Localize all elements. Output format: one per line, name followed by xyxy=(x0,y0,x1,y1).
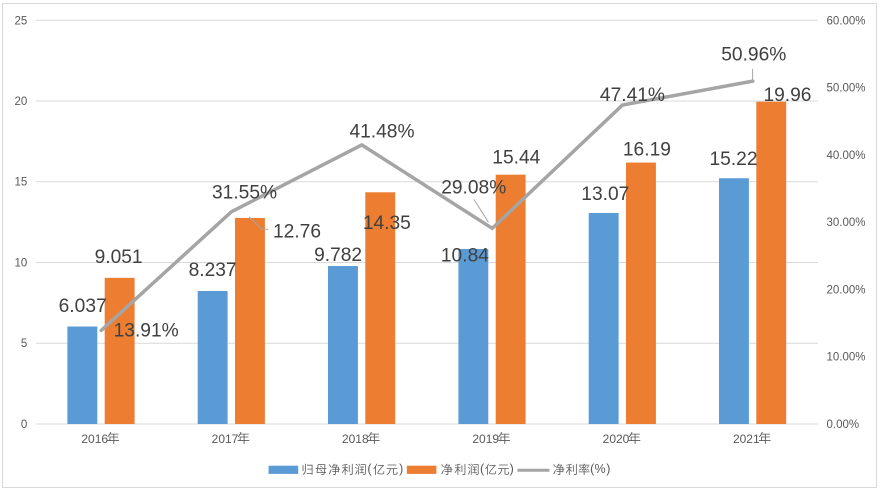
svg-text:10: 10 xyxy=(15,257,28,269)
svg-text:19.96: 19.96 xyxy=(763,85,811,106)
svg-text:2016: 2016 xyxy=(81,432,108,446)
svg-text:12.76: 12.76 xyxy=(273,222,321,243)
svg-text:20.00%: 20.00% xyxy=(827,284,866,296)
svg-text:41.48%: 41.48% xyxy=(349,122,414,143)
svg-text:0.00%: 0.00% xyxy=(827,419,860,431)
svg-text:47.41%: 47.41% xyxy=(600,85,665,106)
svg-text:13.91%: 13.91% xyxy=(114,321,179,342)
svg-text:20: 20 xyxy=(15,96,28,108)
svg-text:9.782: 9.782 xyxy=(314,245,362,266)
svg-text:15: 15 xyxy=(15,177,28,189)
svg-text:2019: 2019 xyxy=(472,432,499,446)
svg-text:6.037: 6.037 xyxy=(59,296,107,317)
svg-text:): ) xyxy=(606,462,610,476)
svg-text:60.00%: 60.00% xyxy=(827,15,866,27)
svg-text:30.00%: 30.00% xyxy=(827,217,866,229)
svg-text:2018: 2018 xyxy=(342,432,369,446)
svg-text:10.00%: 10.00% xyxy=(827,352,866,364)
svg-text:13.07: 13.07 xyxy=(581,184,629,205)
svg-text:%: % xyxy=(594,462,605,476)
svg-text:40.00%: 40.00% xyxy=(827,150,866,162)
svg-text:8.237: 8.237 xyxy=(189,260,237,281)
svg-text:29.08%: 29.08% xyxy=(441,177,506,198)
svg-text:50.00%: 50.00% xyxy=(827,83,866,95)
svg-text:0: 0 xyxy=(21,419,27,431)
svg-text:2020: 2020 xyxy=(603,432,630,446)
svg-text:10.84: 10.84 xyxy=(441,246,489,267)
svg-text:): ) xyxy=(399,462,403,476)
svg-text:15.22: 15.22 xyxy=(709,149,757,170)
svg-text:): ) xyxy=(510,462,514,476)
svg-text:(: ( xyxy=(590,462,595,476)
svg-text:(: ( xyxy=(480,462,485,476)
svg-text:2017: 2017 xyxy=(212,432,239,446)
svg-text:14.35: 14.35 xyxy=(363,213,411,234)
svg-text:50.96%: 50.96% xyxy=(721,45,786,66)
svg-text:2021: 2021 xyxy=(733,432,760,446)
svg-text:16.19: 16.19 xyxy=(623,140,671,161)
svg-text:5: 5 xyxy=(21,338,27,350)
svg-text:9.051: 9.051 xyxy=(95,247,143,268)
svg-text:(: ( xyxy=(367,462,372,476)
svg-text:15.44: 15.44 xyxy=(492,147,540,168)
svg-text:31.55%: 31.55% xyxy=(212,183,277,204)
svg-text:25: 25 xyxy=(15,15,28,27)
